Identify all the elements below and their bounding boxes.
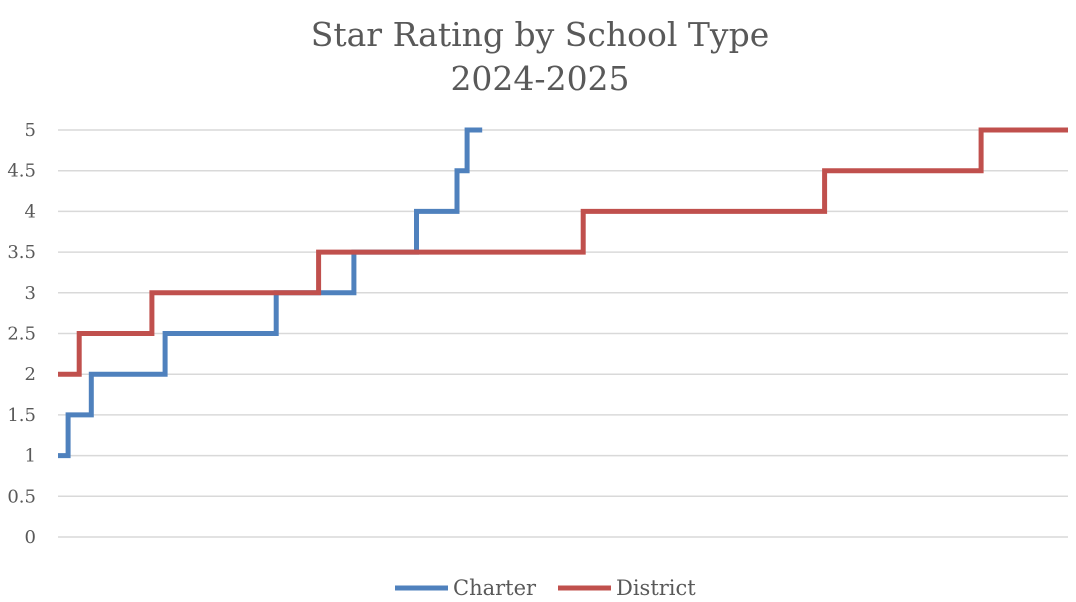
chart-title: Star Rating by School Type [311, 15, 769, 54]
legend-label-district: District [616, 576, 696, 600]
y-tick-label: 2 [25, 364, 36, 385]
chart-subtitle: 2024-2025 [450, 59, 629, 98]
y-tick-label: 4 [25, 201, 36, 222]
series-line-district [58, 127, 1068, 377]
legend: Charter District [395, 576, 696, 600]
y-tick-label: 1.5 [7, 405, 36, 426]
y-tick-label: 2.5 [7, 324, 36, 345]
y-tick-label: 4.5 [7, 161, 36, 182]
chart-title-group: Star Rating by School Type 2024-2025 [311, 15, 769, 98]
y-tick-label: 3.5 [7, 242, 36, 263]
y-tick-label: 0 [25, 527, 36, 548]
y-axis-tick-labels: 0 0.5 1 1.5 2 2.5 3 3.5 4 4.5 5 [7, 120, 36, 548]
y-tick-label: 1 [25, 446, 36, 467]
series-lines [58, 127, 1068, 459]
y-tick-label: 3 [25, 283, 36, 304]
y-tick-label: 0.5 [7, 486, 36, 507]
y-tick-label: 5 [25, 120, 36, 141]
legend-label-charter: Charter [453, 576, 537, 600]
